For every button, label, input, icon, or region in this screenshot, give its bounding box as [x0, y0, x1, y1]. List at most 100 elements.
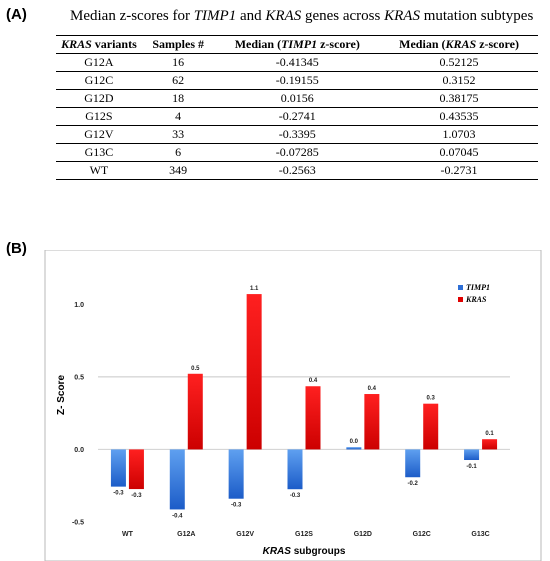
- data-label: 0.3: [427, 396, 436, 402]
- bar-timp1-g12s: [287, 449, 303, 490]
- table-cell: 0.07045: [380, 143, 538, 162]
- x-tick-label: WT: [122, 531, 134, 538]
- header-italic: TIMP1: [281, 37, 318, 51]
- table-row: G12D 18 0.0156 0.38175: [56, 89, 538, 108]
- table-cell: 0.43535: [380, 107, 538, 126]
- table-cell: WT: [56, 161, 142, 180]
- caption-gene: KRAS: [265, 8, 302, 24]
- table-cell: 62: [141, 71, 215, 90]
- x-tick-label: G12A: [177, 531, 195, 538]
- table-cell: 18: [141, 89, 215, 108]
- table-cell: -0.07285: [214, 143, 381, 162]
- table-cell: 0.52125: [380, 53, 538, 72]
- header-italic: KRAS: [61, 37, 92, 51]
- data-label: -0.1: [466, 464, 477, 470]
- table-cell: 16: [141, 53, 215, 72]
- table-row: G13C 6 -0.07285 0.07045: [56, 143, 538, 162]
- bar-kras-g13c: [482, 439, 498, 450]
- data-label: 1.1: [250, 286, 259, 292]
- table-header-row: KRAS variants Samples # Median (TIMP1 z-…: [56, 35, 538, 54]
- table-cell: G12C: [56, 71, 142, 90]
- x-tick-label: G12D: [354, 531, 372, 538]
- y-tick-label: -0.5: [72, 520, 84, 527]
- header-text: Median (: [234, 37, 282, 51]
- header-text: variants: [91, 37, 137, 51]
- data-label: 0.0: [350, 439, 359, 445]
- bar-timp1-g12c: [405, 449, 421, 478]
- header-text: z-score): [317, 37, 360, 51]
- caption-gene: KRAS: [384, 8, 420, 24]
- header-timp1: Median (TIMP1 z-score): [214, 35, 381, 54]
- data-label: -0.3: [113, 491, 124, 497]
- y-tick-label: 0.0: [74, 447, 84, 454]
- caption-part: genes across: [301, 8, 385, 24]
- bar-kras-g12d: [364, 394, 380, 450]
- panel-a-label: (A): [6, 6, 27, 23]
- median-zscore-table: KRAS variants Samples # Median (TIMP1 z-…: [56, 35, 538, 180]
- y-tick-label: 0.5: [74, 374, 84, 381]
- header-text: z-score): [476, 37, 519, 51]
- panel-b-label: (B): [6, 240, 27, 257]
- table-cell: 33: [141, 125, 215, 144]
- table-row: G12S 4 -0.2741 0.43535: [56, 107, 538, 126]
- data-label: -0.4: [172, 513, 183, 519]
- x-axis-title: KRAS subgroups: [263, 546, 346, 557]
- x-tick-label: G13C: [471, 531, 489, 538]
- bar-kras-wt: [128, 449, 144, 490]
- data-label: 0.1: [485, 431, 494, 437]
- x-axis-title-gene: KRAS: [263, 546, 292, 557]
- table-cell: G12V: [56, 125, 142, 144]
- table-caption: Median z-scores for TIMP1 and KRAS genes…: [70, 8, 533, 25]
- y-tick-label: 1.0: [74, 302, 84, 309]
- table-cell: -0.41345: [214, 53, 381, 72]
- zscore-bar-chart: -0.5 0.0 0.5 1.0 Z- Score -0.3 -0.3 WT -0.4 0.5 G1…: [44, 250, 542, 561]
- table-row: G12C 62 -0.19155 0.3152: [56, 71, 538, 90]
- table-cell: 4: [141, 107, 215, 126]
- caption-part: mutation subtypes: [419, 8, 534, 24]
- table-cell: -0.2563: [214, 161, 381, 180]
- table-cell: -0.19155: [214, 71, 381, 90]
- table-cell: 349: [141, 161, 215, 180]
- table-row: G12V 33 -0.3395 1.0703: [56, 125, 538, 144]
- header-samples: Samples #: [141, 35, 215, 54]
- data-label: -0.2: [408, 481, 419, 487]
- table-cell: G12S: [56, 107, 142, 126]
- legend-label: TIMP1: [466, 283, 490, 292]
- table-cell: -0.2731: [380, 161, 538, 180]
- bar-timp1-g12d: [346, 447, 362, 450]
- caption-part: Median z-scores for: [70, 8, 194, 24]
- table-cell: G12A: [56, 53, 142, 72]
- table-cell: 0.38175: [380, 89, 538, 108]
- table-cell: 0.3152: [380, 71, 538, 90]
- legend-swatch-kras: [458, 297, 463, 302]
- legend-label: KRAS: [465, 295, 487, 304]
- x-tick-label: G12S: [295, 531, 313, 538]
- bar-kras-g12v: [246, 294, 262, 450]
- header-italic: KRAS: [445, 37, 477, 51]
- legend-swatch-timp1: [458, 285, 463, 290]
- bar-timp1-g12v: [228, 449, 244, 499]
- data-label: -0.3: [231, 503, 242, 509]
- data-label: 0.5: [191, 366, 200, 372]
- table-cell: 1.0703: [380, 125, 538, 144]
- table-cell: -0.3395: [214, 125, 381, 144]
- data-label: 0.4: [309, 378, 318, 384]
- bar-kras-g12s: [305, 386, 321, 450]
- header-text: Samples #: [152, 37, 204, 51]
- table-cell: G12D: [56, 89, 142, 108]
- data-label: 0.4: [368, 386, 377, 392]
- caption-gene: TIMP1: [193, 8, 237, 24]
- bar-kras-g12c: [423, 403, 439, 450]
- table-cell: G13C: [56, 143, 142, 162]
- table-cell: -0.2741: [214, 107, 381, 126]
- table-row: G12A 16 -0.41345 0.52125: [56, 53, 538, 72]
- header-variants: KRAS variants: [56, 35, 142, 54]
- x-tick-label: G12V: [236, 531, 254, 538]
- bar-timp1-wt: [110, 449, 126, 487]
- bar-kras-g12a: [187, 373, 203, 450]
- table-row: WT 349 -0.2563 -0.2731: [56, 161, 538, 180]
- caption-part: and: [236, 8, 266, 24]
- data-label: -0.3: [131, 493, 142, 499]
- header-kras: Median (KRAS z-score): [380, 35, 538, 54]
- data-label: -0.3: [290, 493, 301, 499]
